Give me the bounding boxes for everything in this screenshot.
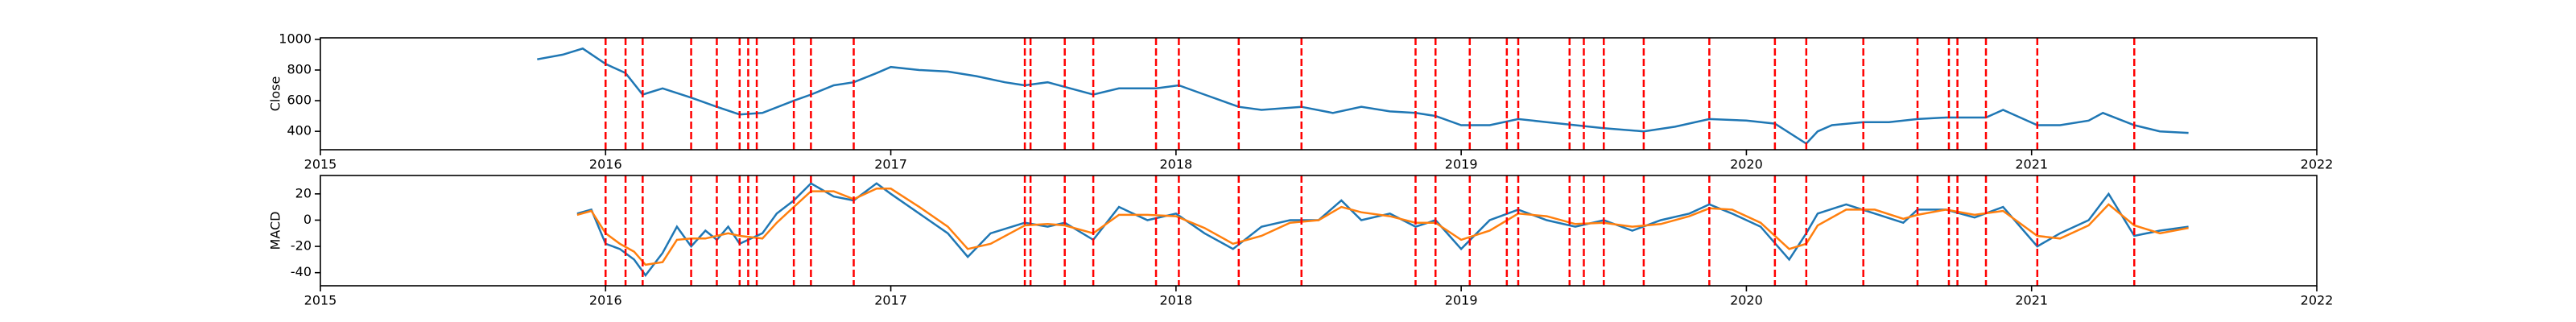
x-tick-label: 2018 <box>1159 293 1192 308</box>
series-line <box>576 188 2189 266</box>
series-line <box>576 182 2189 278</box>
x-tick-label: 2020 <box>1730 157 1763 172</box>
x-tick-label: 2017 <box>874 293 907 308</box>
x-tick-label: 2015 <box>304 293 337 308</box>
x-tick-label: 2022 <box>2301 293 2334 308</box>
x-tick-label: 2019 <box>1445 293 1478 308</box>
y-axis-label: MACD <box>268 212 283 250</box>
y-tick-label: 20 <box>295 185 312 200</box>
y-tick-label: 400 <box>287 123 312 138</box>
y-tick-label: 800 <box>287 61 312 76</box>
y-axis-label: Close <box>268 76 283 112</box>
y-tick-label: 1000 <box>279 31 312 46</box>
y-tick-label: 0 <box>303 212 312 227</box>
y-tick-label: 600 <box>287 93 312 108</box>
x-tick-label: 2018 <box>1159 157 1192 172</box>
x-tick-label: 2020 <box>1730 293 1763 308</box>
axes-frame <box>320 175 2318 287</box>
y-tick-label: -40 <box>291 264 312 279</box>
y-tick-label: -20 <box>291 238 312 254</box>
x-tick-label: 2016 <box>589 293 622 308</box>
series-line <box>537 47 2189 146</box>
x-tick-label: 2022 <box>2301 157 2334 172</box>
x-tick-label: 2021 <box>2015 293 2048 308</box>
x-tick-label: 2019 <box>1445 157 1478 172</box>
x-tick-label: 2016 <box>589 157 622 172</box>
x-tick-label: 2015 <box>304 157 337 172</box>
x-tick-label: 2021 <box>2015 157 2048 172</box>
x-tick-label: 2017 <box>874 157 907 172</box>
axes-frame <box>320 37 2318 151</box>
